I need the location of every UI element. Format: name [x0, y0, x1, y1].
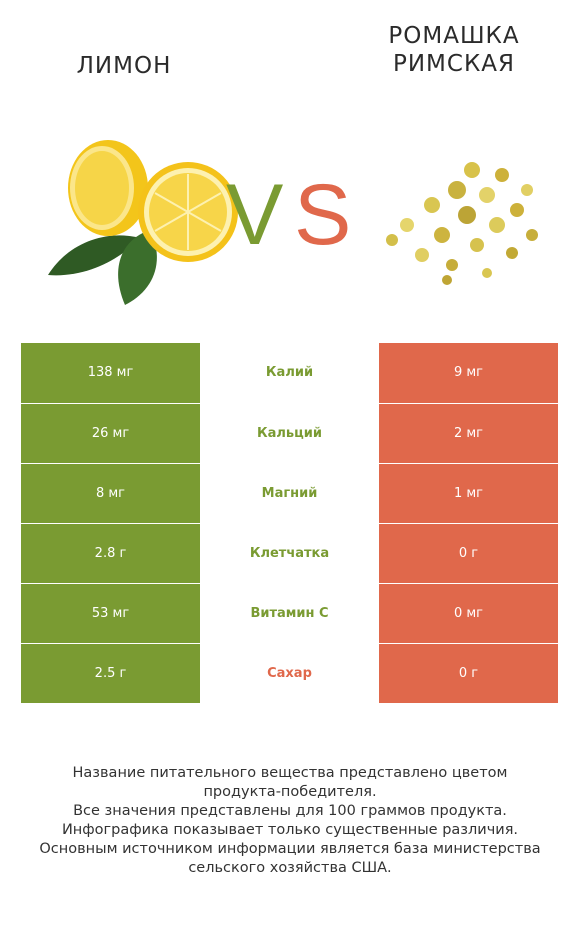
left-value-cell: 2.8 г	[21, 523, 200, 584]
table-row: 138 мг Калий 9 мг	[21, 343, 558, 404]
right-value-cell: 1 мг	[379, 463, 558, 524]
left-product-title: Лимон	[76, 53, 172, 79]
nutrient-name-cell: Магний	[200, 463, 379, 524]
leaf-shape	[48, 235, 140, 276]
table-row: 2.8 г Клетчатка 0 г	[21, 523, 558, 584]
right-value-cell: 0 г	[379, 523, 558, 584]
lemon-image	[40, 130, 245, 310]
chamomile-image	[372, 145, 552, 295]
table-row: 26 мг Кальций 2 мг	[21, 403, 558, 464]
left-value-cell: 53 мг	[21, 583, 200, 644]
left-value-cell: 8 мг	[21, 463, 200, 524]
right-value-cell: 9 мг	[379, 343, 558, 404]
nutrient-name-cell: Калий	[200, 343, 379, 404]
table-row: 8 мг Магний 1 мг	[21, 463, 558, 524]
vs-letter-s: S	[294, 167, 352, 263]
vs-letter-v: V	[226, 167, 284, 263]
left-value-cell: 2.5 г	[21, 643, 200, 704]
nutrient-name-cell: Клетчатка	[200, 523, 379, 584]
right-value-cell: 2 мг	[379, 403, 558, 464]
chamomile-flowers	[386, 162, 538, 285]
nutrient-name-cell: Кальций	[200, 403, 379, 464]
right-product-title: Ромашка римская	[388, 23, 520, 77]
comparison-table: 138 мг Калий 9 мг 26 мг Кальций 2 мг 8 мг Магни…	[21, 343, 558, 704]
right-value-cell: 0 г	[379, 643, 558, 704]
footer-note: Название питательного вещества представл…	[39, 765, 541, 876]
leaf-shape	[118, 230, 157, 305]
table-row: 2.5 г Сахар 0 г	[21, 643, 558, 704]
right-value-cell: 0 мг	[379, 583, 558, 644]
nutrient-name-cell: Витамин C	[200, 583, 379, 644]
nutrient-name-cell: Сахар	[200, 643, 379, 704]
left-value-cell: 26 мг	[21, 403, 200, 464]
left-value-cell: 138 мг	[21, 343, 200, 404]
